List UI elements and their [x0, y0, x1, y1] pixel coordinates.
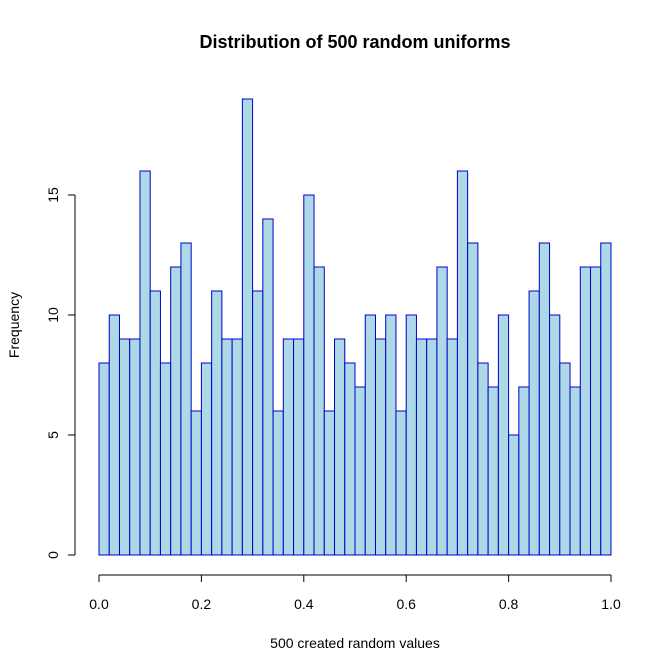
histogram-bar [282, 338, 295, 556]
histogram-bar [600, 242, 612, 556]
x-axis-label: 500 created random values [270, 635, 440, 651]
histogram-bar [405, 314, 417, 556]
x-tick-label: 0.8 [499, 596, 519, 612]
histogram-bar [118, 338, 131, 556]
histogram-bar [252, 290, 264, 556]
histogram-bar [579, 266, 592, 556]
histogram-bar [415, 338, 428, 556]
histogram-bar [436, 266, 448, 556]
histogram-bar [334, 338, 346, 556]
histogram-bar [149, 290, 161, 556]
histogram-bar [313, 266, 325, 556]
histogram-bar [108, 314, 120, 556]
histogram-bar [272, 410, 284, 556]
y-tick-label: 5 [45, 431, 61, 439]
chart-title: Distribution of 500 random uniforms [199, 32, 510, 52]
histogram-bar [508, 434, 520, 556]
histogram-bar [549, 314, 561, 556]
histogram-bar [159, 362, 172, 556]
histogram-bar [446, 338, 458, 556]
histogram-bar [395, 410, 407, 556]
histogram-bar [487, 386, 499, 556]
y-tick-label: 15 [45, 187, 61, 203]
histogram-bar [590, 266, 602, 556]
histogram-bar [190, 410, 202, 556]
x-tick-label: 1.0 [601, 596, 621, 612]
x-tick-label: 0.0 [89, 596, 109, 612]
y-tick-label: 10 [45, 307, 61, 323]
histogram-bar [426, 338, 438, 556]
histogram-bar [374, 338, 387, 556]
histogram-bar [467, 242, 479, 556]
histogram-bar [569, 386, 581, 556]
histogram-bar [98, 362, 110, 556]
x-tick-label: 0.6 [396, 596, 416, 612]
histogram-bar [200, 362, 213, 556]
x-tick-label: 0.2 [192, 596, 212, 612]
histogram-bar [323, 410, 336, 556]
histogram-bar [364, 314, 376, 556]
histogram-bar [456, 170, 469, 556]
histogram-bar [129, 338, 141, 556]
bars-group [98, 98, 612, 556]
y-axis: 0 5 10 15 [45, 187, 76, 559]
y-tick-label: 0 [45, 551, 61, 559]
histogram-bar [231, 338, 243, 556]
histogram-bar [497, 314, 510, 556]
histogram-bar [538, 242, 551, 556]
histogram-bar [241, 98, 254, 556]
histogram-bar [477, 362, 489, 556]
histogram-bar [354, 386, 366, 556]
y-axis-label: Frequency [6, 292, 22, 358]
histogram-bar [344, 362, 356, 556]
x-axis: 0.0 0.2 0.4 0.6 0.8 1.0 [89, 574, 621, 612]
histogram-bar [293, 338, 305, 556]
histogram-bar [559, 362, 571, 556]
histogram-bar [180, 242, 192, 556]
histogram-bar [303, 194, 315, 556]
x-tick-label: 0.4 [294, 596, 314, 612]
histogram-bar [170, 266, 182, 556]
histogram-bar [262, 218, 274, 556]
histogram-bar [518, 386, 530, 556]
histogram-bar [221, 338, 233, 556]
histogram-bar [211, 290, 223, 556]
histogram-bar [139, 170, 151, 556]
histogram-bar [385, 314, 397, 556]
histogram-bar [528, 290, 540, 556]
